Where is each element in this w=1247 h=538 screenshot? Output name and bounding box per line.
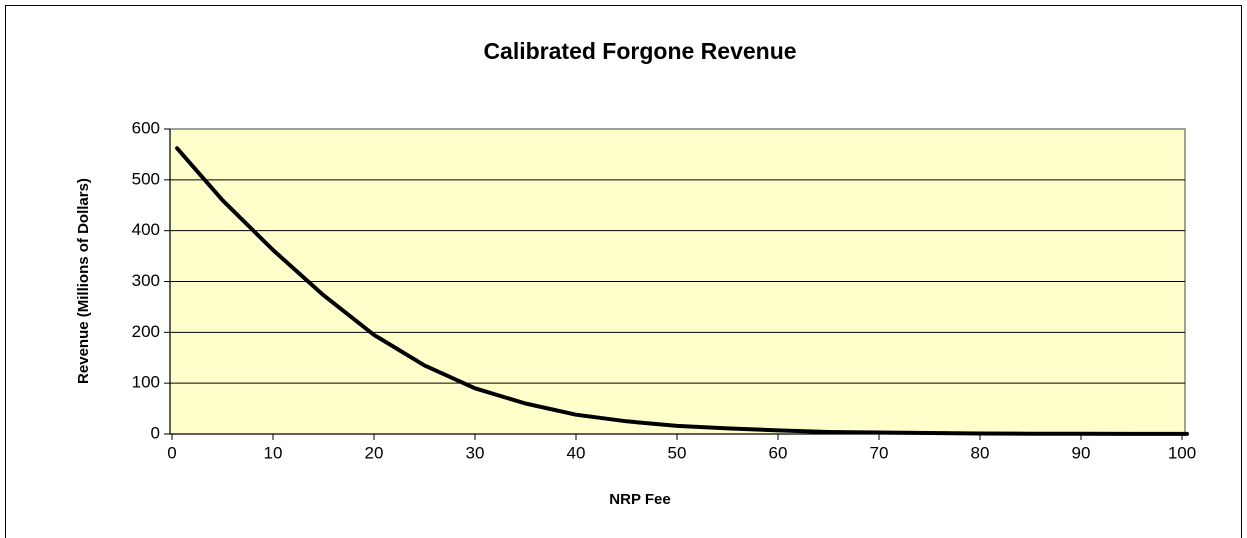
y-tick-label: 300 (132, 271, 160, 290)
x-tick-label: 40 (567, 443, 586, 462)
y-tick-label: 500 (132, 169, 160, 188)
x-tick-label: 30 (466, 443, 485, 462)
x-tick-label: 90 (1072, 443, 1091, 462)
x-tick-label: 50 (668, 443, 687, 462)
line-series (175, 146, 1189, 436)
x-tick-label: 10 (264, 443, 283, 462)
chart-frame (5, 5, 1242, 538)
x-tick-label: 80 (971, 443, 990, 462)
y-tick-label: 600 (132, 118, 160, 137)
x-tick-label: 60 (769, 443, 788, 462)
y-tick-label: 0 (151, 423, 160, 442)
x-tick-label: 100 (1168, 443, 1196, 462)
y-axis-label: Revenue (Millions of Dollars) (75, 178, 92, 384)
x-axis-label: NRP Fee (609, 491, 670, 508)
chart-title: Calibrated Forgone Revenue (483, 38, 796, 64)
y-tick-label: 100 (132, 373, 160, 392)
x-tick-label: 0 (167, 443, 176, 462)
x-tick-label: 20 (365, 443, 384, 462)
y-tick-label: 200 (132, 322, 160, 341)
x-tick-label: 70 (870, 443, 889, 462)
y-tick-label: 400 (132, 220, 160, 239)
